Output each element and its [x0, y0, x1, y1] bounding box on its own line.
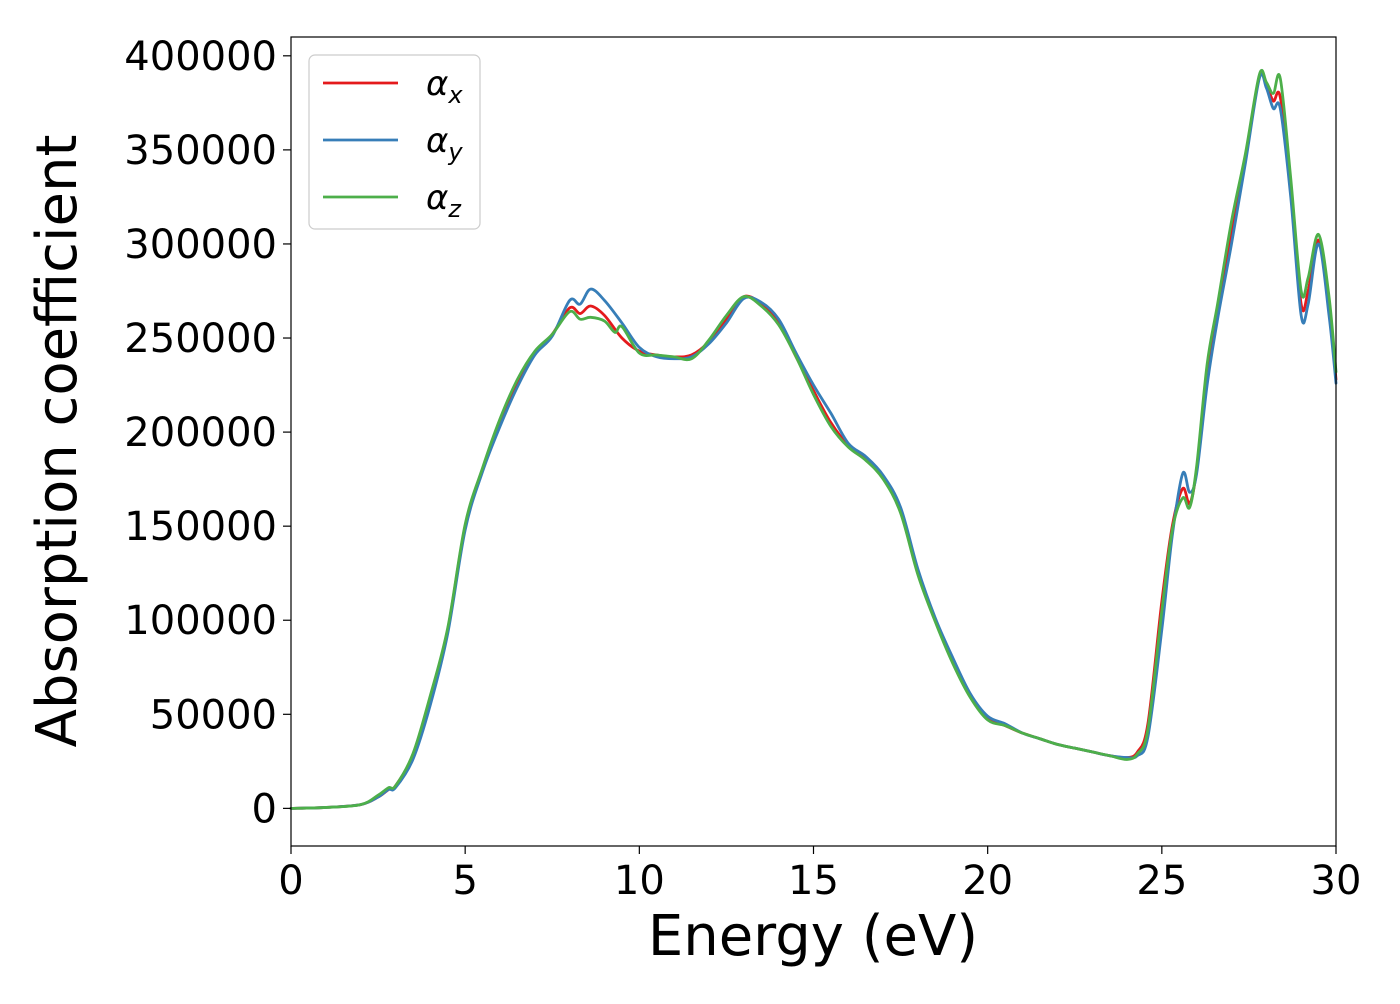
series-layer — [289, 68, 1338, 810]
series-line-z — [289, 68, 1338, 810]
y-axis: 0 50000 100000 150000 200000 250000 300000 3500… — [124, 34, 291, 832]
x-tick-label: 15 — [788, 858, 839, 904]
x-tick-label: 25 — [1136, 858, 1187, 904]
y-tick-label: 50000 — [150, 692, 277, 738]
y-tick-label: 250000 — [124, 316, 277, 362]
series-line-y — [289, 72, 1338, 810]
x-tick-label: 30 — [1311, 858, 1362, 904]
y-tick-label: 100000 — [124, 598, 277, 644]
y-tick-label: 200000 — [124, 410, 277, 456]
y-axis-label: Absorption coefficient — [25, 135, 90, 748]
y-tick-label: 350000 — [124, 128, 277, 174]
x-axis-label: Energy (eV) — [648, 904, 978, 969]
x-tick-label: 0 — [278, 858, 303, 904]
x-axis: 0 5 10 15 20 25 30 — [278, 846, 1361, 904]
y-tick-label: 400000 — [124, 34, 277, 80]
x-tick-label: 20 — [962, 858, 1013, 904]
y-tick-label: 150000 — [124, 504, 277, 550]
legend-frame — [308, 54, 481, 230]
x-tick-label: 5 — [452, 858, 477, 904]
y-tick-label: 0 — [252, 786, 277, 832]
y-tick-label: 300000 — [124, 222, 277, 268]
x-tick-label: 10 — [614, 858, 665, 904]
